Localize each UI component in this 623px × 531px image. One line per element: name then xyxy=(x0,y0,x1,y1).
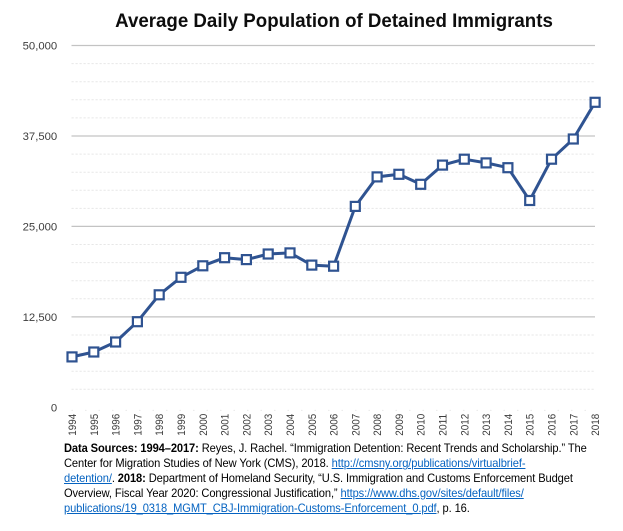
svg-text:2015: 2015 xyxy=(525,414,537,436)
svg-text:25,000: 25,000 xyxy=(23,221,58,233)
svg-text:2000: 2000 xyxy=(198,414,210,436)
svg-text:1999: 1999 xyxy=(176,414,188,436)
svg-text:2006: 2006 xyxy=(329,414,341,436)
svg-text:2012: 2012 xyxy=(459,414,471,436)
svg-text:2014: 2014 xyxy=(503,414,515,436)
svg-text:1998: 1998 xyxy=(154,414,166,436)
svg-text:12,500: 12,500 xyxy=(23,312,58,324)
svg-text:2005: 2005 xyxy=(307,414,319,436)
svg-text:2003: 2003 xyxy=(263,414,275,436)
svg-text:2017: 2017 xyxy=(568,414,580,436)
svg-text:37,500: 37,500 xyxy=(23,131,58,143)
svg-text:2018: 2018 xyxy=(590,414,602,436)
svg-text:0: 0 xyxy=(51,402,57,414)
svg-text:2007: 2007 xyxy=(350,414,362,436)
svg-text:2013: 2013 xyxy=(481,414,493,436)
svg-text:1994: 1994 xyxy=(67,414,79,436)
svg-text:2008: 2008 xyxy=(372,414,384,436)
svg-text:1997: 1997 xyxy=(132,414,144,436)
svg-text:2011: 2011 xyxy=(438,414,450,436)
svg-text:2010: 2010 xyxy=(416,414,428,436)
svg-text:50,000: 50,000 xyxy=(23,40,58,52)
svg-text:2001: 2001 xyxy=(220,414,232,436)
svg-text:2009: 2009 xyxy=(394,414,406,436)
svg-text:2004: 2004 xyxy=(285,414,297,436)
svg-text:1996: 1996 xyxy=(111,414,123,436)
svg-text:2016: 2016 xyxy=(547,414,559,436)
svg-text:1995: 1995 xyxy=(89,414,101,436)
svg-text:2002: 2002 xyxy=(241,414,253,436)
